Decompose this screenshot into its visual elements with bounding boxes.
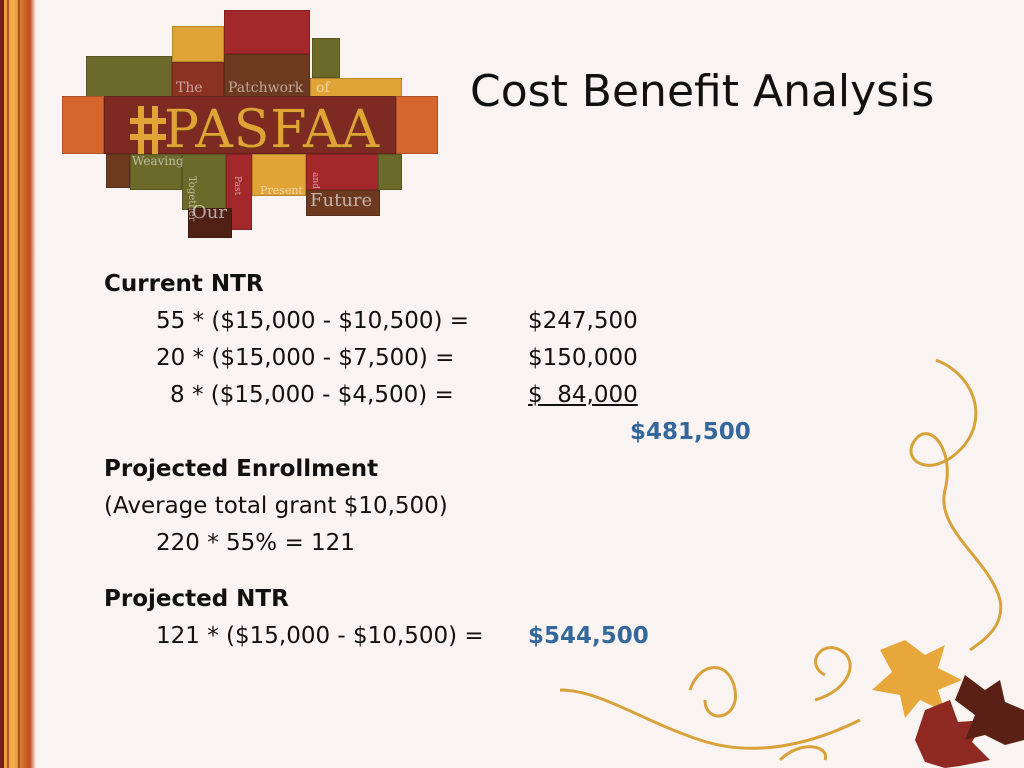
projected-enrollment-note: (Average total grant $10,500): [104, 493, 448, 519]
vine-curl: [909, 358, 1003, 652]
enrollment-calc-row: 220 * 55% = 121: [104, 525, 448, 562]
ntr-expression: 20 * ($15,000 - $7,500) =: [156, 345, 455, 371]
gold-leaf: [872, 640, 962, 718]
hash-bar: [152, 106, 158, 154]
vine-curl: [559, 688, 861, 750]
logo-word: The: [176, 80, 203, 96]
logo-patch: [306, 190, 380, 216]
logo-patch: [172, 26, 224, 62]
logo-patch: [130, 154, 182, 190]
projected-ntr-value: $544,500: [528, 623, 649, 649]
ntr-line: 8 * ($15,000 - $4,500) = $ 84,000: [104, 377, 638, 414]
logo-word: Our: [192, 202, 227, 223]
ntr-expression: 55 * ($15,000 - $10,500) =: [156, 308, 470, 334]
logo-word: Together: [186, 176, 197, 222]
enrollment-calculation: 220 * 55% = 121: [156, 530, 355, 556]
logo-patch: [86, 56, 172, 98]
ntr-expression: 8 * ($15,000 - $4,500) =: [170, 382, 454, 408]
vine-curl: [814, 646, 852, 702]
hash-bar: [138, 106, 144, 154]
projected-ntr-line: 121 * ($15,000 - $10,500) = $544,500: [104, 618, 649, 655]
logo-word: and: [310, 172, 320, 189]
projected-ntr-heading: Projected NTR: [104, 586, 289, 612]
projected-ntr-expression: 121 * ($15,000 - $10,500) =: [156, 623, 484, 649]
ntr-total-row: $481,500: [104, 414, 751, 451]
stripe-line: [18, 0, 20, 768]
vine-curl: [778, 745, 827, 762]
projected-enrollment-heading: Projected Enrollment: [104, 456, 379, 482]
logo-patch: [252, 154, 306, 196]
hash-bar: [130, 118, 166, 124]
logo-word: Future: [310, 190, 373, 211]
logo-patch: [62, 96, 104, 154]
logo-word: Patchwork: [228, 80, 304, 96]
hash-bar: [130, 134, 166, 140]
ntr-line: 20 * ($15,000 - $7,500) = $150,000: [104, 340, 638, 377]
section-spacer: [104, 562, 448, 581]
left-decorative-stripe: [0, 0, 36, 768]
logo-patch: [106, 154, 130, 188]
logo-patch: [172, 62, 224, 98]
logo-hash-mark: [130, 106, 166, 154]
ntr-value: $ 84,000: [528, 382, 638, 408]
logo-patch: [378, 154, 402, 190]
pasfaa-logo: The Patchwork of Weaving Together Our Pa…: [60, 8, 440, 240]
logo-patch: [224, 54, 310, 98]
vine-curl: [688, 666, 737, 718]
logo-patch: [188, 208, 232, 238]
dark-leaf: [955, 675, 1024, 745]
current-ntr-total: $481,500: [630, 419, 751, 445]
logo-word: of: [316, 80, 330, 96]
slide-title: Cost Benefit Analysis: [470, 66, 935, 117]
slide-content: Current NTR 55 * ($15,000 - $10,500) = $…: [104, 266, 751, 655]
stripe-line: [7, 0, 9, 768]
red-leaf: [915, 700, 990, 768]
ntr-value: $247,500: [528, 308, 638, 334]
logo-patch: [396, 96, 438, 154]
logo-word: Present: [260, 184, 303, 197]
logo-patch: [312, 38, 340, 78]
logo-wordmark: PASFAA: [164, 100, 381, 160]
logo-word: Past: [232, 176, 242, 196]
ntr-line: 55 * ($15,000 - $10,500) = $247,500: [104, 303, 638, 340]
logo-patch: [306, 154, 380, 190]
logo-patch: [224, 10, 310, 54]
current-ntr-heading: Current NTR: [104, 271, 264, 297]
logo-word: Weaving: [132, 154, 184, 168]
ntr-value: $150,000: [528, 345, 638, 371]
